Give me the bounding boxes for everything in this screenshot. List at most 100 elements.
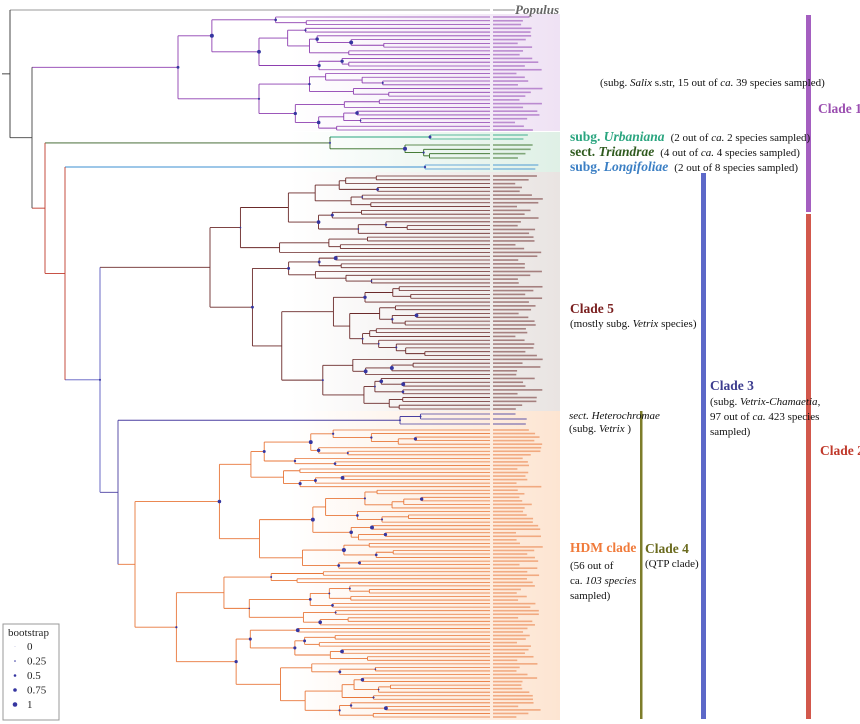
support-dot (338, 670, 342, 674)
leaf-label (493, 194, 532, 196)
leaf-label (493, 716, 517, 718)
leaf-label (493, 157, 518, 159)
leaf-label (493, 517, 534, 520)
text-part: 4 species sampled) (714, 147, 800, 159)
text-part: ca. (701, 147, 714, 159)
support-dot (377, 342, 380, 345)
leaf-label (493, 609, 539, 612)
clade-3-note: (subg. Vetrix-Chamaetia, (710, 396, 821, 408)
text-part: (mostly subg. (570, 318, 633, 330)
leaf-label (493, 53, 520, 56)
support-dot (310, 517, 315, 522)
support-dot (334, 611, 337, 614)
hdm-note: sampled) (570, 590, 611, 602)
leaf-label (493, 436, 540, 438)
support-dot (175, 626, 178, 629)
leaf-label (493, 27, 532, 30)
leaf-label (493, 87, 543, 90)
leaf-label (493, 354, 537, 357)
leaf-label (493, 182, 516, 185)
support-dot (376, 187, 380, 191)
clade-3: Clade 3 (710, 378, 754, 393)
leaf-label (493, 9, 516, 11)
leaf-label (493, 282, 519, 284)
leaf-label (493, 175, 537, 177)
leaf-label (493, 691, 530, 693)
support-dot (349, 530, 353, 535)
support-dot (422, 151, 425, 154)
leaf-label (493, 179, 529, 181)
leaf-label (493, 305, 536, 307)
support-dot (370, 280, 373, 282)
heterochromae: sect. Heterochromae (569, 410, 660, 422)
support-dot (333, 256, 338, 261)
leaf-label (493, 599, 519, 601)
leaf-label (493, 316, 529, 319)
leaf-label (493, 106, 524, 109)
support-dot (383, 532, 388, 537)
text-part: (subg. (710, 396, 740, 408)
leaf-label (493, 125, 524, 128)
leaf-label (493, 350, 526, 353)
text-part: sect. Heterochromae (569, 410, 660, 422)
support-dot (361, 196, 364, 198)
leaf-label (493, 331, 528, 334)
support-dot (361, 337, 364, 340)
support-dot (383, 706, 388, 711)
text-part: Vetrix-Chamaetia (740, 396, 818, 408)
legend-label: 0 (27, 641, 33, 653)
support-dot (389, 365, 394, 370)
leaf-label (493, 164, 539, 166)
leaf-label (493, 413, 516, 415)
leaf-label (493, 228, 536, 231)
support-dot (374, 668, 377, 671)
leaf-label (493, 255, 538, 258)
leaf-label (493, 285, 543, 288)
support-dot (419, 415, 422, 418)
clade-4-note: (QTP clade) (645, 558, 699, 570)
support-dot (308, 598, 312, 601)
text-part: Salix (630, 77, 652, 89)
leaf-label (493, 377, 535, 380)
leaf-label (493, 613, 539, 616)
support-dot (308, 82, 311, 86)
support-dot (355, 111, 359, 115)
leaf-label (493, 80, 529, 82)
clade-1-bar (806, 15, 811, 212)
support-dot (341, 547, 346, 553)
longifoliae: subg. Longifoliae (570, 159, 668, 174)
support-dot (401, 390, 405, 394)
text-part: ca. (752, 411, 765, 423)
legend-dot (13, 688, 17, 692)
legend-dot (14, 646, 16, 647)
clade-2: Clade 2 (820, 443, 860, 458)
leaf-label (493, 408, 516, 410)
leaf-label (493, 23, 522, 26)
leaf-label (493, 592, 517, 594)
leaf-label (493, 535, 541, 538)
leaf-label (493, 468, 518, 470)
text-part: s.str, 15 out of (652, 77, 720, 89)
leaf-label (493, 659, 518, 662)
support-dot (217, 499, 222, 504)
text-part: subg. (570, 159, 604, 174)
text-part: Clade 3 (710, 378, 754, 393)
leaf-label (493, 297, 543, 300)
text-part: ) (625, 423, 632, 435)
support-dot (293, 111, 297, 116)
leaf-label (493, 213, 525, 215)
leaf-label (493, 553, 528, 555)
support-dot (316, 120, 321, 125)
leaf-label (493, 446, 542, 449)
leaf-label (493, 335, 516, 338)
leaf-label (493, 293, 526, 296)
tree (2, 9, 543, 718)
triandrae-note: (4 out of ca. 4 species sampled) (660, 147, 800, 159)
leaf-label (493, 429, 529, 431)
support-dot (399, 419, 401, 422)
clade-5-shade (290, 172, 560, 411)
leaf-label (493, 198, 543, 200)
leaf-label (493, 72, 517, 75)
